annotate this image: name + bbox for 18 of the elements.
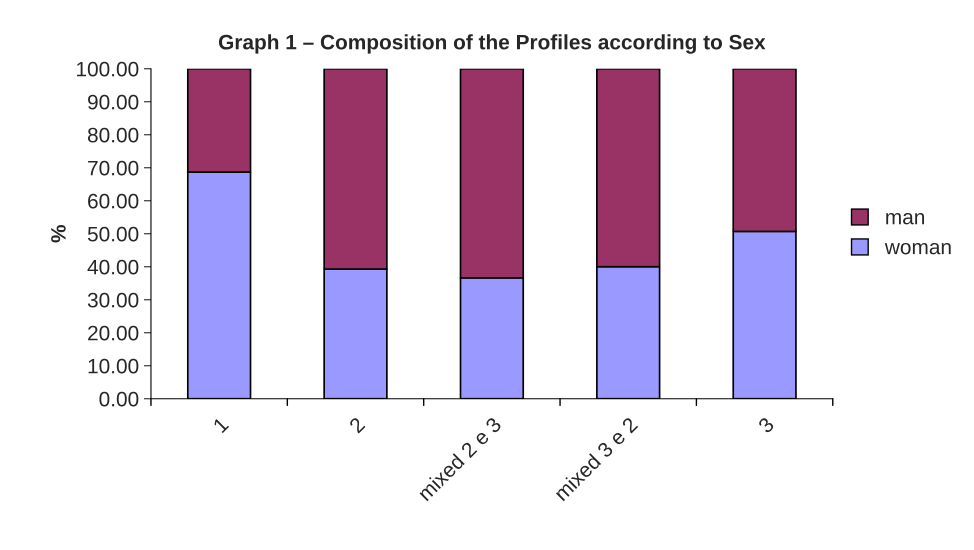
y-tick-label: 0.00 — [99, 392, 138, 407]
legend-label: man — [886, 213, 924, 224]
x-tick-label: 2 — [348, 416, 366, 434]
legend-label: woman — [884, 242, 951, 254]
y-tick-label: 10.00 — [88, 358, 138, 374]
x-tick-label: 3 — [757, 416, 775, 434]
y-tick-label: 70.00 — [88, 160, 138, 176]
y-tick-label: 60.00 — [88, 194, 138, 209]
y-tick-label: 40.00 — [88, 260, 138, 275]
chart-title: Graph 1 – Composition of the Profiles according to Sex — [218, 34, 766, 54]
y-axis-title: % — [51, 225, 66, 242]
y-tick-label: 100.00 — [77, 62, 138, 77]
y-tick-label: 80.00 — [88, 128, 138, 143]
x-tick-label: 1 — [212, 416, 230, 434]
y-tick-label: 50.00 — [88, 226, 138, 242]
y-tick-label: 30.00 — [88, 292, 138, 308]
y-tick-label: 90.00 — [88, 94, 138, 110]
y-tick-label: 20.00 — [88, 326, 138, 341]
